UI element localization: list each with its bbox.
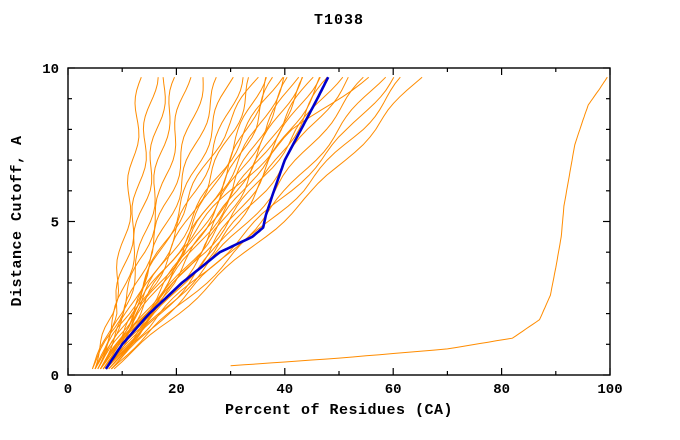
model-curve: [94, 77, 166, 370]
model-curve: [100, 77, 217, 370]
x-tick-label: 60: [385, 382, 402, 398]
model-curve: [91, 77, 192, 370]
model-curve: [97, 77, 175, 370]
model-curve: [108, 76, 364, 370]
model-curve: [111, 76, 387, 370]
plot-area: 0 20 40 60 80 100 0 5 10: [42, 62, 622, 398]
model-curve: [102, 76, 344, 370]
x-tick-label: 20: [168, 382, 185, 398]
y-axis-label: Distance Cutoff, A: [9, 135, 26, 306]
model-curve: [111, 76, 328, 370]
y-tick-label: 10: [42, 62, 59, 78]
model-curve: [94, 77, 204, 370]
model-curve: [108, 77, 320, 370]
model-curve: [102, 77, 249, 370]
model-curve: [105, 77, 303, 370]
model-curve: [100, 77, 285, 370]
model-curve: [111, 76, 401, 370]
model-curve: [105, 76, 273, 370]
model-curve: [91, 77, 159, 370]
chart-title: T1038: [314, 12, 364, 29]
outlier-curve: [230, 76, 608, 367]
plot-border: [67, 67, 611, 376]
x-tick-label: 40: [276, 382, 293, 398]
model-curve: [100, 77, 244, 370]
x-tick-label: 80: [493, 382, 510, 398]
model-curve: [108, 76, 304, 370]
model-curve: [105, 76, 349, 370]
model-curve: [105, 76, 395, 370]
model-curve: [102, 77, 267, 370]
x-tick-label: 100: [597, 382, 622, 398]
highlight-curve: [104, 76, 330, 370]
model-curve: [94, 76, 259, 370]
y-tick-label: 0: [51, 369, 59, 385]
model-curve: [97, 76, 234, 370]
model-curve: [94, 77, 142, 370]
model-curve: [113, 76, 423, 370]
model-curve: [100, 76, 314, 370]
model-curve: [100, 77, 267, 370]
x-tick-label: 0: [64, 382, 72, 398]
x-axis-label: Percent of Residues (CA): [225, 402, 453, 419]
y-tick-label: 5: [51, 216, 59, 232]
model-curve: [102, 76, 300, 370]
